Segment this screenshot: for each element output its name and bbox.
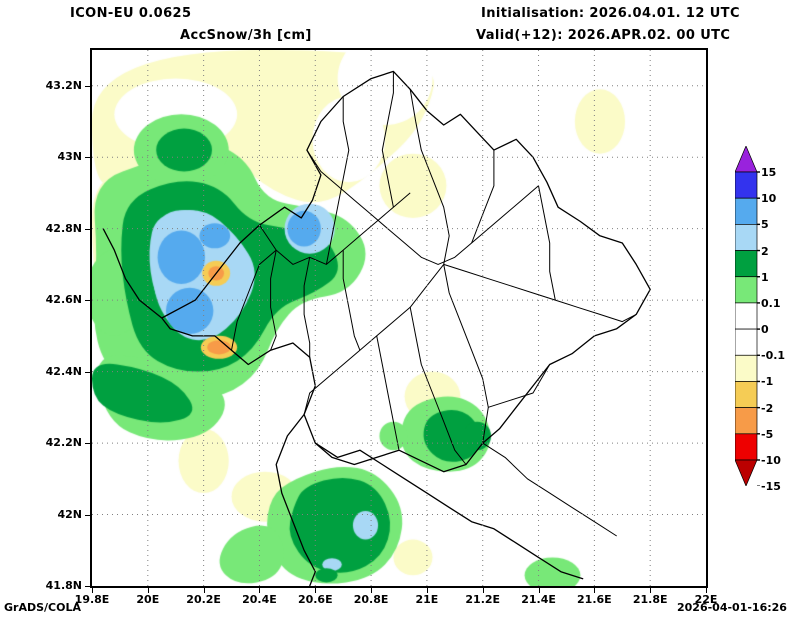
x-tick-mark-4 — [315, 588, 317, 593]
x-tick-mark-7 — [482, 588, 484, 593]
x-tick-label-4: 20.6E — [297, 593, 333, 606]
x-tick-mark-5 — [371, 588, 373, 593]
map-plot-area[interactable] — [90, 48, 708, 588]
x-tick-label-7: 21.2E — [465, 593, 501, 606]
snow-field-raster — [92, 50, 706, 586]
x-tick-label-0: 19.8E — [74, 593, 110, 606]
x-tick-mark-9 — [594, 588, 596, 593]
colorbar-tick-label-9: -2 — [761, 401, 774, 415]
y-tick-label-4: 42.4N — [45, 364, 82, 378]
colorbar-tick-label-12: -15 — [761, 480, 781, 494]
x-tick-label-10: 21.8E — [632, 593, 668, 606]
y-tick-mark-0 — [85, 85, 90, 87]
initialisation-time: Initialisation: 2026.04.01. 12 UTC — [481, 6, 740, 21]
x-tick-label-3: 20.4E — [242, 593, 277, 606]
x-tick-mark-6 — [426, 588, 428, 593]
x-tick-mark-10 — [650, 588, 652, 593]
colorbar-tick-label-10: -5 — [761, 427, 774, 441]
y-tick-mark-4 — [85, 371, 90, 373]
valid-time: Valid(+12): 2026.APR.02. 00 UTC — [476, 28, 731, 43]
y-tick-label-0: 43.2N — [45, 78, 82, 92]
footer-timestamp: 2026-04-01-16:26 — [677, 601, 787, 614]
colorbar-tick-label-4: 1 — [761, 270, 769, 284]
x-tick-mark-0 — [92, 588, 93, 593]
y-tick-label-1: 43N — [57, 150, 82, 164]
x-tick-label-5: 20.8E — [353, 593, 389, 606]
y-tick-mark-7 — [85, 586, 90, 587]
colorbar-tick-label-7: -0.1 — [761, 349, 786, 363]
y-tick-label-5: 42.2N — [45, 436, 82, 450]
y-tick-label-7: 41.8N — [45, 579, 82, 592]
x-tick-mark-8 — [538, 588, 540, 593]
y-tick-mark-1 — [85, 157, 90, 159]
field-name: AccSnow/3h [cm] — [180, 28, 312, 43]
x-tick-mark-1 — [147, 588, 149, 593]
y-tick-label-6: 42N — [57, 507, 82, 521]
colorbar-swatches — [734, 145, 760, 487]
footer-credit: GrADS/COLA — [4, 601, 81, 614]
x-tick-mark-3 — [259, 588, 261, 593]
x-tick-label-2: 20.2E — [186, 593, 221, 606]
y-tick-label-2: 42.8N — [45, 221, 82, 235]
x-tick-label-1: 20E — [136, 593, 160, 606]
colorbar[interactable]: 15 10 5 2 1 0.1 0 -0.1 -1 -2 -5 -10 -15 — [734, 145, 797, 493]
colorbar-tick-label-11: -10 — [761, 454, 781, 467]
y-tick-label-3: 42.6N — [45, 293, 82, 307]
colorbar-tick-label-1: 10 — [761, 192, 777, 206]
x-tick-mark-2 — [203, 588, 205, 593]
administrative-boundaries — [102, 70, 651, 586]
colorbar-tick-label-6: 0 — [761, 323, 769, 337]
y-tick-mark-5 — [85, 443, 90, 445]
colorbar-tick-label-2: 5 — [761, 218, 769, 232]
colorbar-tick-label-8: -1 — [761, 375, 774, 389]
x-tick-label-6: 21E — [415, 593, 439, 606]
y-tick-mark-6 — [85, 514, 90, 516]
y-tick-mark-2 — [85, 228, 90, 230]
x-tick-label-9: 21.6E — [577, 593, 612, 606]
y-tick-mark-3 — [85, 300, 90, 302]
colorbar-tick-label-5: 0.1 — [761, 296, 781, 310]
colorbar-tick-label-0: 15 — [761, 166, 777, 179]
x-tick-mark-11 — [706, 588, 707, 593]
x-tick-label-8: 21.4E — [521, 593, 556, 606]
lat-lon-gridlines — [92, 50, 706, 586]
colorbar-tick-label-3: 2 — [761, 244, 769, 258]
x-tick-label-11: 22E — [694, 593, 718, 606]
model-name: ICON-EU 0.0625 — [70, 6, 192, 21]
